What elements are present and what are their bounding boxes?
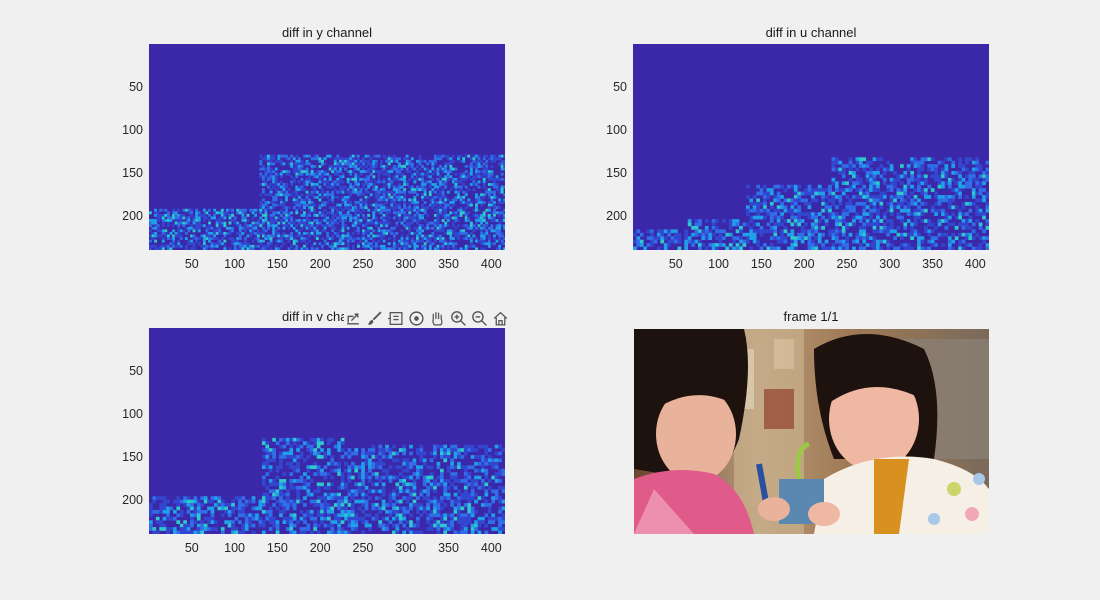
- x-tick-label: 350: [438, 541, 459, 555]
- x-tick-label: 100: [224, 257, 245, 271]
- x-tick-label: 350: [438, 257, 459, 271]
- axes-toolbar: [344, 308, 510, 328]
- y-tick-label: 100: [122, 122, 143, 137]
- x-tick-label: 100: [224, 541, 245, 555]
- x-tick-label: 350: [922, 257, 943, 271]
- y-tick-label: 50: [613, 79, 627, 94]
- x-tick-label: 200: [793, 257, 815, 271]
- x-tick-label: 400: [964, 257, 986, 271]
- datatip-icon[interactable]: [386, 309, 405, 328]
- restore-view-icon[interactable]: [491, 309, 510, 328]
- x-tick-label: 200: [309, 257, 331, 271]
- y-tick-label: 150: [122, 449, 143, 464]
- x-tick-label: 300: [879, 257, 901, 271]
- x-tick-label: 250: [352, 541, 374, 555]
- heatmap-canvas: [149, 154, 505, 250]
- export-icon[interactable]: [344, 309, 363, 328]
- subplot-title: diff in u channel: [765, 25, 857, 40]
- zoom-out-icon[interactable]: [470, 309, 489, 328]
- heatmap-canvas: [633, 157, 989, 250]
- subplot-title: frame 1/1: [783, 309, 839, 324]
- y-tick-label: 50: [129, 79, 143, 94]
- video-frame-image: [634, 329, 989, 534]
- y-tick-label: 100: [606, 122, 627, 137]
- x-tick-label: 150: [750, 257, 772, 271]
- y-tick-label: 150: [606, 165, 627, 180]
- rotate-3d-icon[interactable]: [407, 309, 426, 328]
- zoom-in-icon[interactable]: [449, 309, 468, 328]
- x-tick-label: 150: [266, 257, 288, 271]
- brush-icon[interactable]: [365, 309, 384, 328]
- x-tick-label: 400: [480, 541, 502, 555]
- x-tick-label: 250: [352, 257, 374, 271]
- x-tick-label: 400: [480, 257, 502, 271]
- subplot-title: diff in y channel: [281, 25, 373, 40]
- y-tick-label: 200: [606, 208, 627, 223]
- y-tick-label: 150: [122, 165, 143, 180]
- x-tick-label: 300: [395, 257, 417, 271]
- x-tick-label: 50: [184, 541, 199, 555]
- x-tick-label: 50: [668, 257, 683, 271]
- x-tick-label: 50: [184, 257, 199, 271]
- heatmap-u[interactable]: [633, 44, 989, 250]
- heatmap-canvas: [149, 437, 505, 534]
- y-tick-label: 50: [129, 363, 143, 378]
- x-tick-label: 250: [836, 257, 858, 271]
- x-tick-label: 200: [309, 541, 331, 555]
- y-tick-label: 100: [122, 406, 143, 421]
- y-tick-label: 200: [122, 492, 143, 507]
- y-tick-label: 200: [122, 208, 143, 223]
- heatmap-y[interactable]: [149, 44, 505, 250]
- pan-hand-icon[interactable]: [428, 309, 447, 328]
- heatmap-v[interactable]: [149, 328, 505, 534]
- x-tick-label: 300: [395, 541, 417, 555]
- x-tick-label: 150: [266, 541, 288, 555]
- x-tick-label: 100: [708, 257, 729, 271]
